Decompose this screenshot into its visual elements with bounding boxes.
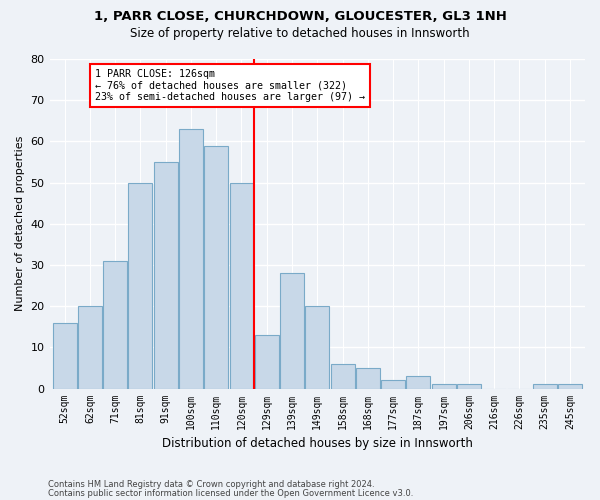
- Bar: [356, 368, 380, 388]
- Bar: [255, 335, 279, 388]
- Text: Contains public sector information licensed under the Open Government Licence v3: Contains public sector information licen…: [48, 490, 413, 498]
- Bar: [406, 376, 430, 388]
- Bar: [53, 322, 77, 388]
- Bar: [78, 306, 102, 388]
- Bar: [305, 306, 329, 388]
- Bar: [154, 162, 178, 388]
- Text: Contains HM Land Registry data © Crown copyright and database right 2024.: Contains HM Land Registry data © Crown c…: [48, 480, 374, 489]
- Bar: [431, 384, 455, 388]
- Bar: [331, 364, 355, 388]
- Bar: [230, 182, 253, 388]
- Bar: [457, 384, 481, 388]
- Bar: [280, 273, 304, 388]
- Y-axis label: Number of detached properties: Number of detached properties: [15, 136, 25, 312]
- Bar: [533, 384, 557, 388]
- Text: Size of property relative to detached houses in Innsworth: Size of property relative to detached ho…: [130, 28, 470, 40]
- Bar: [179, 129, 203, 388]
- Bar: [128, 182, 152, 388]
- X-axis label: Distribution of detached houses by size in Innsworth: Distribution of detached houses by size …: [162, 437, 473, 450]
- Bar: [204, 146, 228, 388]
- Text: 1, PARR CLOSE, CHURCHDOWN, GLOUCESTER, GL3 1NH: 1, PARR CLOSE, CHURCHDOWN, GLOUCESTER, G…: [94, 10, 506, 23]
- Bar: [381, 380, 405, 388]
- Text: 1 PARR CLOSE: 126sqm
← 76% of detached houses are smaller (322)
23% of semi-deta: 1 PARR CLOSE: 126sqm ← 76% of detached h…: [95, 70, 365, 102]
- Bar: [558, 384, 582, 388]
- Bar: [103, 261, 127, 388]
